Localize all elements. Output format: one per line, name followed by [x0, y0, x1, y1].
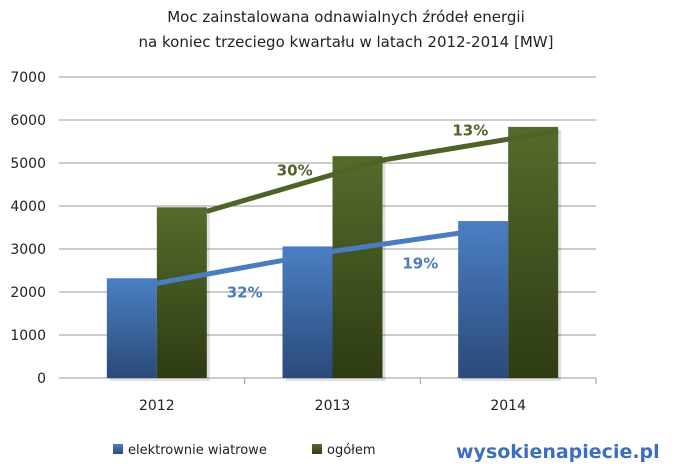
bar-total-2012: [156, 207, 207, 378]
y-tick-label: 0: [37, 371, 46, 387]
legend-swatch-total: [312, 444, 322, 454]
legend: elektrownie wiatrowe ogółem: [113, 443, 376, 458]
legend-label-total: ogółem: [327, 443, 376, 458]
bar-wind-2014: [458, 221, 509, 378]
chart-title: Moc zainstalowana odnawialnych źródeł en…: [167, 8, 525, 26]
bar-wind-2013: [282, 246, 333, 378]
trend-line-wind: [156, 223, 509, 286]
y-tick-label: 7000: [10, 70, 46, 86]
bar-total-2013: [332, 156, 383, 378]
growth-label: 30%: [277, 162, 313, 180]
bar-total-2014: [508, 126, 559, 378]
x-tick-label: 2013: [315, 398, 351, 414]
growth-label: 13%: [452, 122, 488, 140]
y-tick-label: 4000: [10, 199, 46, 215]
x-tick-label: 2012: [139, 398, 175, 414]
logo: wysokienapiecie.pl: [456, 441, 660, 463]
bar-wind-2012: [106, 278, 157, 378]
growth-label: 19%: [402, 255, 438, 273]
legend-swatch-wind: [113, 444, 123, 454]
trend-line-total: [206, 128, 559, 214]
y-tick-label: 5000: [10, 156, 46, 172]
y-tick-label: 2000: [10, 285, 46, 301]
y-tick-label: 3000: [10, 242, 46, 258]
y-tick-label: 6000: [10, 113, 46, 129]
y-tick-label: 1000: [10, 328, 46, 344]
growth-label: 32%: [227, 283, 263, 301]
legend-label-wind: elektrownie wiatrowe: [128, 443, 267, 458]
x-tick-label: 2014: [490, 398, 526, 414]
chart-subtitle: na koniec trzeciego kwartału w latach 20…: [139, 33, 554, 51]
